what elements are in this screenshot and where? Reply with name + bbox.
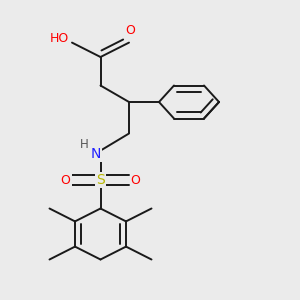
- Text: O: O: [61, 173, 70, 187]
- Text: O: O: [130, 173, 140, 187]
- Text: HO: HO: [50, 32, 69, 45]
- Text: S: S: [96, 173, 105, 187]
- Text: H: H: [80, 138, 88, 151]
- Text: O: O: [126, 24, 135, 37]
- Text: N: N: [91, 147, 101, 160]
